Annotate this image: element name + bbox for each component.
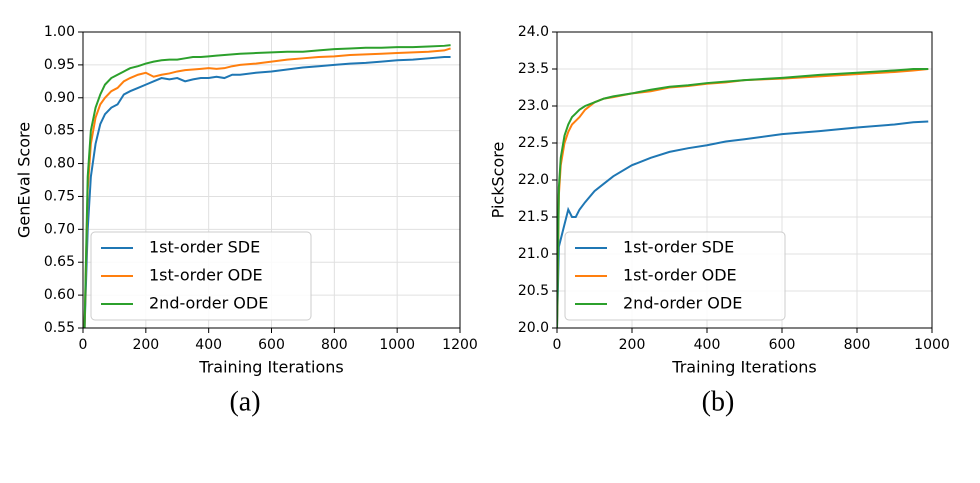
- x-tick-label: 600: [258, 337, 285, 353]
- x-tick-label: 0: [553, 337, 562, 353]
- y-tick-label: 0.55: [44, 320, 75, 336]
- legend-box: [90, 231, 312, 321]
- subcaption: (a): [229, 386, 260, 417]
- x-tick-label: 1000: [379, 337, 415, 353]
- y-tick-label: 0.75: [44, 188, 75, 204]
- y-tick-label: 24.0: [518, 24, 549, 40]
- x-tick-label: 800: [844, 337, 871, 353]
- y-tick-label: 23.5: [518, 61, 549, 77]
- legend-box: [564, 231, 786, 321]
- y-axis-label: GenEval Score: [15, 122, 34, 238]
- y-tick-label: 0.95: [44, 57, 75, 73]
- legend-label: 2nd-order ODE: [623, 294, 742, 313]
- y-tick-label: 0.60: [44, 287, 75, 303]
- x-tick-label: 1200: [442, 337, 478, 353]
- line: [557, 120, 929, 328]
- x-tick-label: 200: [132, 337, 159, 353]
- y-tick-label: 22.0: [518, 172, 549, 188]
- y-tick-label: 22.5: [518, 135, 549, 151]
- x-tick-label: 200: [619, 337, 646, 353]
- y-tick-label: 20.0: [518, 320, 549, 336]
- plot-frame: [556, 31, 933, 329]
- x-axis-label: Training Iterations: [671, 358, 816, 377]
- x-axis-label: Training Iterations: [198, 358, 343, 377]
- y-tick-label: 0.85: [44, 123, 75, 139]
- x-tick-label: 0: [79, 337, 88, 353]
- y-tick-label: 21.0: [518, 246, 549, 262]
- plot-frame: [82, 31, 461, 329]
- y-axis-label: PickScore: [489, 142, 508, 219]
- y-tick-label: 21.5: [518, 209, 549, 225]
- x-tick-label: 400: [195, 337, 222, 353]
- line: [557, 68, 929, 328]
- y-tick-label: 0.65: [44, 254, 75, 270]
- x-tick-label: 400: [694, 337, 721, 353]
- legend-label: 1st-order SDE: [623, 238, 734, 257]
- x-tick-label: 800: [321, 337, 348, 353]
- y-tick-label: 0.80: [44, 156, 75, 172]
- legend-label: 1st-order ODE: [623, 266, 737, 285]
- y-tick-label: 0.90: [44, 90, 75, 106]
- line: [83, 55, 451, 328]
- y-tick-label: 23.0: [518, 98, 549, 114]
- line: [83, 44, 451, 328]
- y-tick-label: 0.70: [44, 221, 75, 237]
- y-tick-label: 20.5: [518, 283, 549, 299]
- line: [83, 47, 451, 328]
- y-tick-label: 1.00: [44, 24, 75, 40]
- x-tick-label: 600: [769, 337, 796, 353]
- x-tick-label: 1000: [914, 337, 950, 353]
- legend-label: 1st-order ODE: [149, 266, 263, 285]
- legend-label: 2nd-order ODE: [149, 294, 268, 313]
- legend-label: 1st-order SDE: [149, 238, 260, 257]
- subcaption: (b): [702, 386, 735, 417]
